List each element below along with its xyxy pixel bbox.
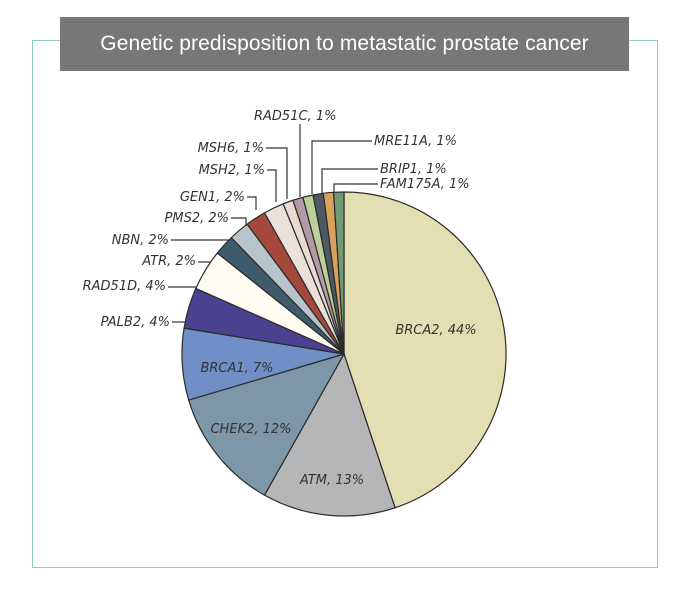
slice-label-nbn: NBN, 2% <box>112 233 169 248</box>
slice-label-rad51c: RAD51C, 1% <box>254 109 336 124</box>
slice-label-atm: ATM, 13% <box>299 473 364 488</box>
slice-label-brip1: BRIP1, 1% <box>380 162 447 177</box>
slice-label-msh2: MSH2, 1% <box>199 163 265 178</box>
slice-label-brca2: BRCA2, 44% <box>395 323 476 338</box>
slice-label-gen1: GEN1, 2% <box>180 190 245 205</box>
leader-line-fam175a <box>333 183 378 192</box>
pie-slice-atm <box>263 353 396 517</box>
slice-label-chek2: CHEK2, 12% <box>210 422 291 437</box>
pie-slice-chek2 <box>188 353 345 496</box>
leader-line-pms2 <box>231 217 247 226</box>
leader-line-msh2 <box>267 169 277 202</box>
pie-slice-brca2 <box>343 191 507 509</box>
slice-label-fam175a: FAM175A, 1% <box>380 177 470 192</box>
slice-label-brca1: BRCA1, 7% <box>200 361 273 376</box>
leader-line-msh6 <box>266 147 288 199</box>
slice-label-mre11a: MRE11A, 1% <box>374 134 457 149</box>
slice-label-rad51d: RAD51D, 4% <box>83 279 166 294</box>
slice-label-msh6: MSH6, 1% <box>198 141 264 156</box>
chart-title: Genetic predisposition to metastatic pro… <box>60 17 629 71</box>
pie-slice-fam175a <box>333 191 345 355</box>
leader-line-gen1 <box>247 196 257 210</box>
slice-label-palb2: PALB2, 4% <box>101 315 170 330</box>
leader-line-brip1 <box>321 168 378 193</box>
leader-line-mre11a <box>311 140 372 194</box>
slice-label-atr: ATR, 2% <box>141 254 196 269</box>
slice-label-pms2: PMS2, 2% <box>165 211 229 226</box>
